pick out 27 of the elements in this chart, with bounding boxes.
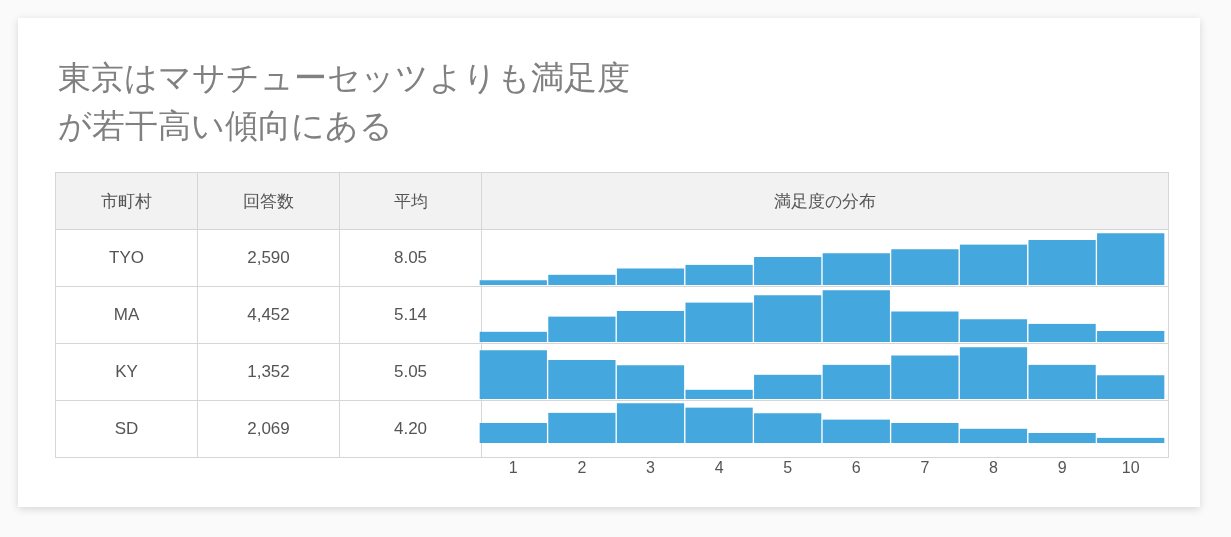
text: 満足度の分布 [481,172,1169,230]
text: 4.20 [339,400,482,458]
x-tick-label: 7 [920,459,930,477]
x-tick-label: 9 [1057,459,1067,477]
x-tick-label: 5 [783,459,793,477]
text: 5.14 [339,286,482,344]
x-tick-label: 6 [851,459,861,477]
text: 5.05 [339,343,482,401]
text: 1,352 [197,343,340,401]
x-tick-label: 2 [577,459,587,477]
x-tick-label: 4 [714,459,724,477]
text: MA [55,286,198,344]
text: 2,590 [197,229,340,287]
text: 東京はマサチューセッツよりも満足度が若干高い傾向にある [58,57,631,147]
text: 平均 [339,172,482,230]
text: 回答数 [197,172,340,230]
text: SD [55,400,198,458]
x-tick-label: 1 [508,459,518,477]
text: KY [55,343,198,401]
text: 市町村 [55,172,198,230]
text: TYO [55,229,198,287]
text: 2,069 [197,400,340,458]
x-tick-label: 3 [646,459,656,477]
x-tick-label: 8 [989,459,999,477]
text: 4,452 [197,286,340,344]
x-tick-label: 10 [1121,459,1140,477]
text: 8.05 [339,229,482,287]
